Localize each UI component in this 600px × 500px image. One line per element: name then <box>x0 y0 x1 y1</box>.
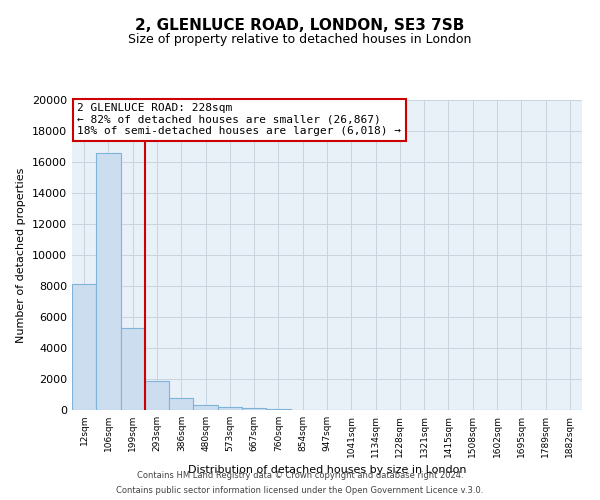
Bar <box>242 408 266 410</box>
Bar <box>96 152 121 410</box>
Bar <box>218 408 242 410</box>
Bar <box>193 406 218 410</box>
Text: 2, GLENLUCE ROAD, LONDON, SE3 7SB: 2, GLENLUCE ROAD, LONDON, SE3 7SB <box>136 18 464 32</box>
Y-axis label: Number of detached properties: Number of detached properties <box>16 168 26 342</box>
Text: Contains public sector information licensed under the Open Government Licence v.: Contains public sector information licen… <box>116 486 484 495</box>
Text: Size of property relative to detached houses in London: Size of property relative to detached ho… <box>128 32 472 46</box>
Text: Contains HM Land Registry data © Crown copyright and database right 2024.: Contains HM Land Registry data © Crown c… <box>137 471 463 480</box>
Text: 2 GLENLUCE ROAD: 228sqm
← 82% of detached houses are smaller (26,867)
18% of sem: 2 GLENLUCE ROAD: 228sqm ← 82% of detache… <box>77 103 401 136</box>
Bar <box>145 382 169 410</box>
Bar <box>266 409 290 410</box>
X-axis label: Distribution of detached houses by size in London: Distribution of detached houses by size … <box>188 466 466 475</box>
Bar <box>169 398 193 410</box>
Bar <box>121 328 145 410</box>
Bar <box>72 284 96 410</box>
